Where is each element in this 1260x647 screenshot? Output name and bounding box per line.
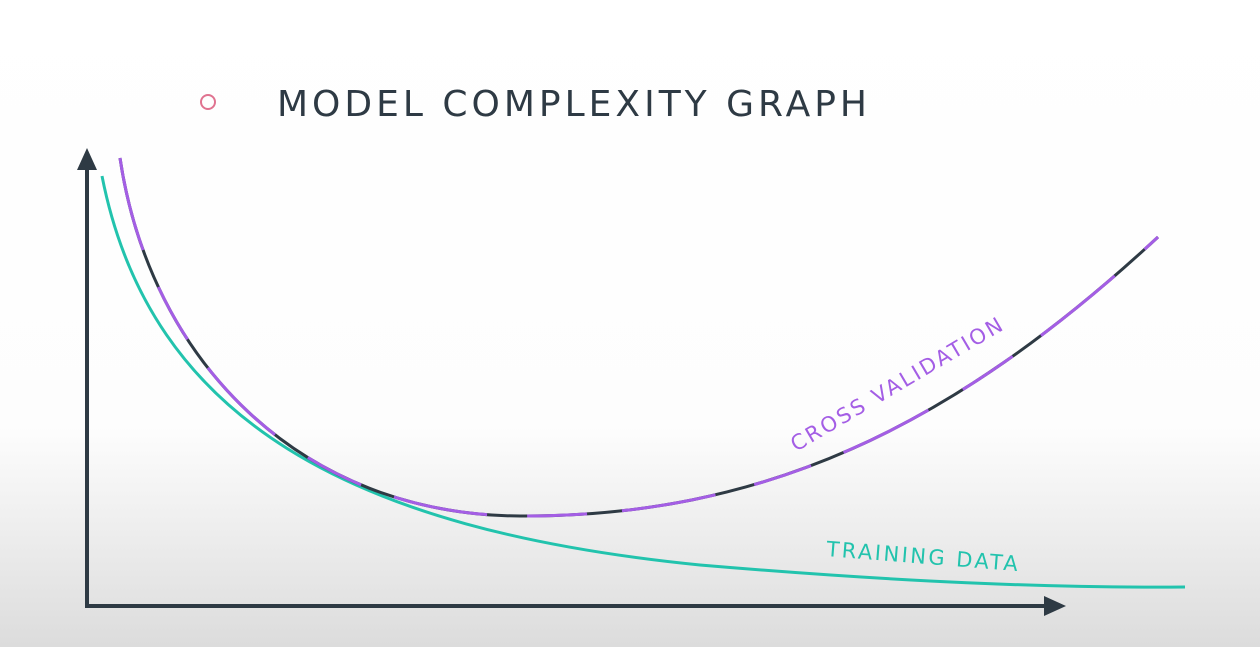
axes: [77, 148, 1066, 616]
x-arrow: [1044, 596, 1066, 616]
cv-curve-overlay: [118, 157, 1160, 518]
training-curve: [100, 175, 1186, 589]
slide-title: MODEL COMPLEXITY GRAPH: [277, 84, 871, 125]
y-arrow: [77, 148, 97, 170]
cross-validation-curve: [118, 157, 1160, 518]
title-bullet: [200, 94, 216, 110]
